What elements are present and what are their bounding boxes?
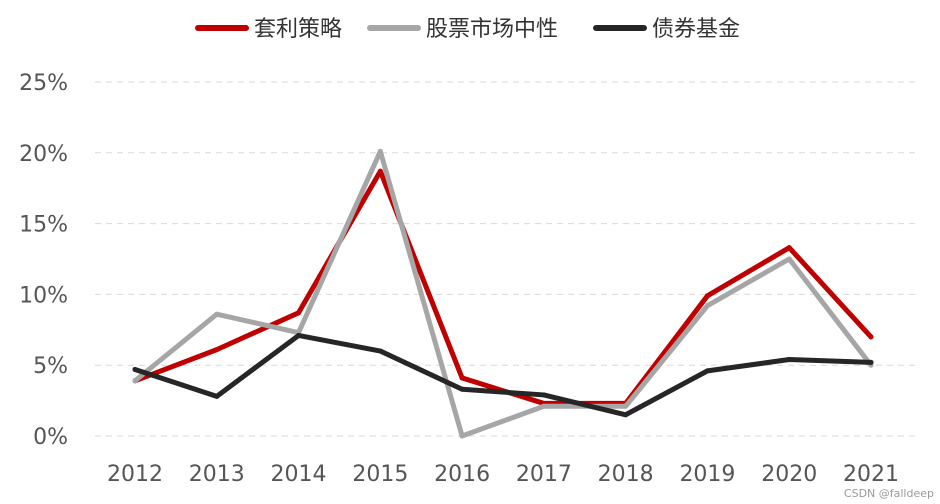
data-point — [786, 357, 792, 363]
x-tick-label: 2013 — [189, 462, 245, 487]
y-tick-label: 20% — [19, 142, 68, 167]
y-tick-label: 5% — [33, 354, 68, 379]
x-tick-label: 2012 — [107, 462, 163, 487]
series-line-1 — [132, 168, 874, 406]
data-point — [214, 311, 220, 317]
series-line-2 — [132, 148, 874, 439]
data-point — [214, 347, 220, 353]
series-line-3 — [132, 332, 874, 418]
x-tick-label: 2019 — [679, 462, 735, 487]
y-tick-label: 15% — [19, 213, 68, 238]
data-point — [786, 245, 792, 251]
data-point — [541, 403, 547, 409]
y-tick-label: 0% — [33, 425, 68, 450]
gridlines — [95, 81, 915, 437]
data-point — [377, 148, 383, 154]
legend-label: 股票市场中性 — [426, 17, 558, 42]
y-tick-label: 25% — [19, 71, 68, 96]
data-point — [296, 310, 302, 316]
y-axis-ticks: 0% 5% 10% 15% 20% 25% — [19, 71, 68, 450]
data-point — [704, 303, 710, 309]
data-point — [623, 403, 629, 409]
x-tick-label: 2014 — [271, 462, 327, 487]
legend-label: 套利策略 — [254, 17, 342, 42]
data-point — [214, 393, 220, 399]
legend-label: 债券基金 — [652, 17, 740, 42]
data-point — [623, 412, 629, 418]
data-point — [296, 332, 302, 338]
data-point — [377, 348, 383, 354]
data-point — [704, 368, 710, 374]
x-tick-label: 2020 — [761, 462, 817, 487]
data-point — [786, 256, 792, 262]
data-point — [132, 378, 138, 384]
data-point — [868, 334, 874, 340]
data-point — [459, 433, 465, 439]
data-point — [459, 386, 465, 392]
data-point — [868, 359, 874, 365]
x-tick-label: 2018 — [598, 462, 654, 487]
legend: 套利策略 股票市场中性 债券基金 — [195, 17, 740, 42]
series-lines — [132, 148, 874, 439]
data-point — [704, 293, 710, 299]
data-point — [377, 168, 383, 174]
data-point — [459, 375, 465, 381]
x-tick-label: 2016 — [434, 462, 490, 487]
data-point — [541, 392, 547, 398]
y-tick-label: 10% — [19, 283, 68, 308]
x-tick-label: 2021 — [843, 462, 899, 487]
x-tick-label: 2017 — [516, 462, 572, 487]
x-tick-label: 2015 — [352, 462, 408, 487]
watermark: CSDN @falldeep — [843, 487, 934, 500]
data-point — [132, 366, 138, 372]
x-axis-ticks: 2012 2013 2014 2015 2016 2017 2018 2019 2020 2021 — [107, 462, 899, 487]
